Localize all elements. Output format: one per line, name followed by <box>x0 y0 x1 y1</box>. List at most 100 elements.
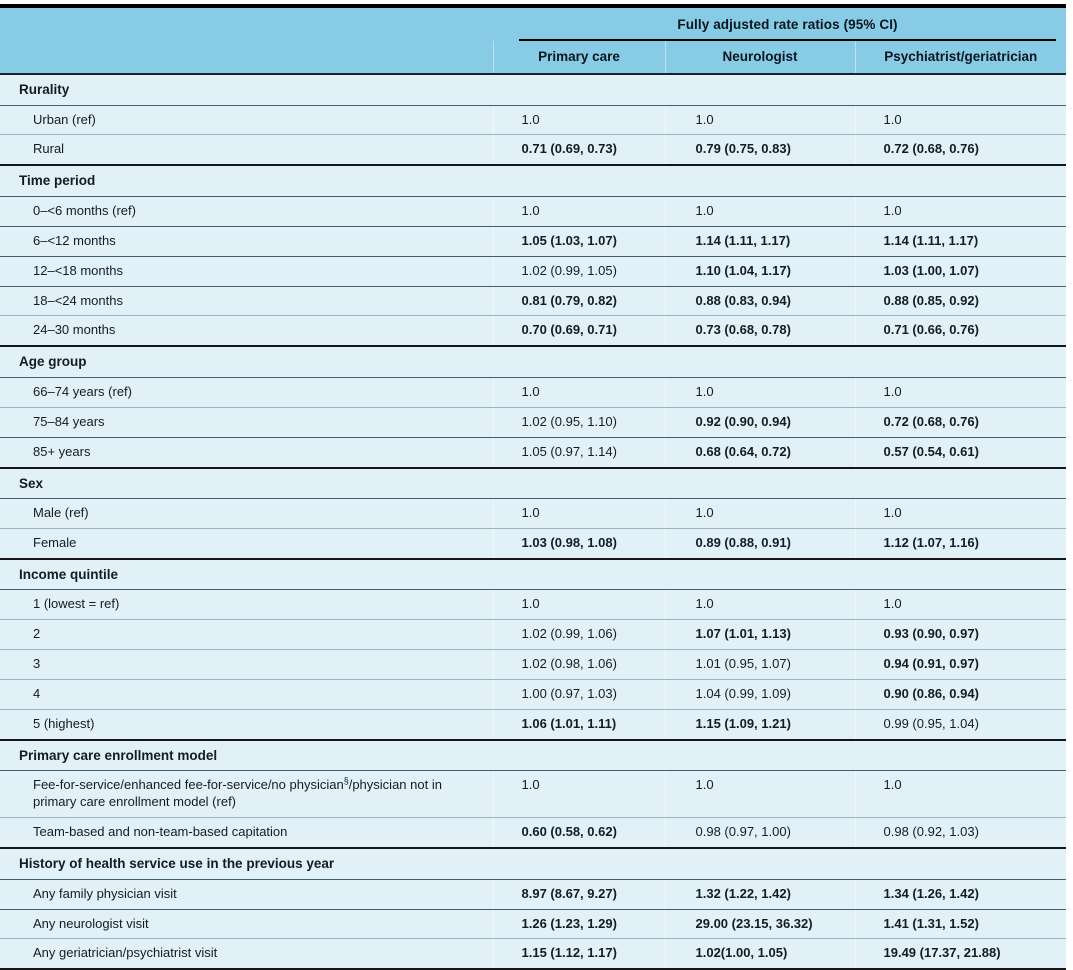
ratio-cell-neurologist: 1.0 <box>664 589 855 621</box>
ratio-cell-neurologist: 1.0 <box>664 196 855 227</box>
ratio-cell-primary-care: 1.0 <box>492 770 665 819</box>
row-label: Any geriatrician/psychiatrist visit <box>0 938 493 970</box>
table-row: 2 1.02 (0.99, 1.06) 1.07 (1.01, 1.13) 0.93 … <box>0 619 1066 651</box>
ratio-cell-primary-care: 1.02 (0.98, 1.06) <box>492 649 665 681</box>
table-row: 1 (lowest = ref) 1.0 1.0 1.0 <box>0 589 1066 621</box>
section-title: History of health service use in the pre… <box>0 848 1066 880</box>
ratio-cell-primary-care: 1.0 <box>492 105 665 136</box>
table-row: 24–30 months 0.70 (0.69, 0.71) 0.73 (0.68,… <box>0 315 1066 348</box>
ratio-cell-psychiatrist-geriatrician: 0.99 (0.95, 1.04) <box>854 709 1066 741</box>
ratio-cell-psychiatrist-geriatrician: 1.0 <box>854 105 1066 136</box>
ratio-cell-primary-care: 0.81 (0.79, 0.82) <box>492 286 665 317</box>
section-header-row: Income quintile <box>0 558 1066 591</box>
row-label: Rural <box>0 134 493 167</box>
ratio-cell-psychiatrist-geriatrician: 1.0 <box>854 377 1066 408</box>
ratio-cell-primary-care: 8.97 (8.67, 9.27) <box>492 879 665 910</box>
footnote-marker: § <box>343 776 349 787</box>
table-row: 66–74 years (ref) 1.0 1.0 1.0 <box>0 377 1066 408</box>
ratio-cell-primary-care: 1.00 (0.97, 1.03) <box>492 679 665 710</box>
ratio-cell-psychiatrist-geriatrician: 0.71 (0.66, 0.76) <box>854 315 1066 348</box>
section-title: Rurality <box>0 74 1066 106</box>
header-group-cell: Fully adjusted rate ratios (95% CI) <box>493 6 1066 41</box>
section-title: Income quintile <box>0 558 1066 591</box>
column-header-psychiatrist-geriatrician: Psychiatrist/geriatrician <box>854 41 1066 75</box>
ratio-cell-neurologist: 1.0 <box>664 770 855 819</box>
ratio-cell-neurologist: 1.10 (1.04, 1.17) <box>664 256 855 287</box>
header-columns-row: Primary care Neurologist Psychiatrist/ge… <box>0 41 1066 75</box>
section-title: Time period <box>0 165 1066 197</box>
table-row: Any neurologist visit 1.26 (1.23, 1.29) 29… <box>0 909 1066 940</box>
table-row: 0–<6 months (ref) 1.0 1.0 1.0 <box>0 196 1066 227</box>
ratio-cell-neurologist: 1.07 (1.01, 1.13) <box>664 619 855 651</box>
row-label: Team-based and non-team-based capitation <box>0 817 493 850</box>
ratio-cell-neurologist: 1.32 (1.22, 1.42) <box>664 879 855 910</box>
ratio-cell-psychiatrist-geriatrician: 1.0 <box>854 589 1066 621</box>
ratio-cell-primary-care: 1.0 <box>492 589 665 621</box>
row-label: Male (ref) <box>0 498 493 529</box>
table-row: Rural 0.71 (0.69, 0.73) 0.79 (0.75, 0.83) 0… <box>0 134 1066 167</box>
ratio-cell-neurologist: 1.01 (0.95, 1.07) <box>664 649 855 681</box>
ratio-cell-primary-care: 1.03 (0.98, 1.08) <box>492 528 665 560</box>
section-header-row: Age group <box>0 346 1066 378</box>
table-body: Rurality Urban (ref) 1.0 1.0 1.0 Rural 0.71 (0… <box>0 74 1066 970</box>
ratio-cell-neurologist: 1.0 <box>664 377 855 408</box>
column-header-primary-care: Primary care <box>492 41 665 75</box>
table-row: 4 1.00 (0.97, 1.03) 1.04 (0.99, 1.09) 0.90 … <box>0 679 1066 710</box>
table-row: 18–<24 months 0.81 (0.79, 0.82) 0.88 (0.83… <box>0 286 1066 317</box>
row-label: Urban (ref) <box>0 105 493 136</box>
ratio-cell-primary-care: 0.70 (0.69, 0.71) <box>492 315 665 348</box>
ratio-cell-primary-care: 0.71 (0.69, 0.73) <box>492 134 665 167</box>
row-label: Female <box>0 528 493 560</box>
ratio-cell-psychiatrist-geriatrician: 0.72 (0.68, 0.76) <box>854 407 1066 438</box>
section-header-row: Rurality <box>0 74 1066 106</box>
ratio-cell-neurologist: 0.89 (0.88, 0.91) <box>664 528 855 560</box>
ratio-cell-primary-care: 1.0 <box>492 196 665 227</box>
row-label: 1 (lowest = ref) <box>0 589 493 621</box>
ratio-cell-psychiatrist-geriatrician: 0.90 (0.86, 0.94) <box>854 679 1066 710</box>
header-stub-cell <box>0 6 493 41</box>
rate-ratios-table: Fully adjusted rate ratios (95% CI) Prim… <box>0 4 1066 970</box>
ratio-cell-psychiatrist-geriatrician: 1.12 (1.07, 1.16) <box>854 528 1066 560</box>
ratio-cell-psychiatrist-geriatrician: 0.88 (0.85, 0.92) <box>854 286 1066 317</box>
header-stub-cell <box>0 41 493 75</box>
ratio-cell-primary-care: 1.06 (1.01, 1.11) <box>492 709 665 741</box>
row-label: 24–30 months <box>0 315 493 348</box>
ratio-cell-primary-care: 0.60 (0.58, 0.62) <box>492 817 665 850</box>
ratio-cell-neurologist: 0.68 (0.64, 0.72) <box>664 437 855 469</box>
header-group-title: Fully adjusted rate ratios (95% CI) <box>519 17 1056 41</box>
ratio-cell-neurologist: 0.88 (0.83, 0.94) <box>664 286 855 317</box>
table-row: 6–<12 months 1.05 (1.03, 1.07) 1.14 (1.11,… <box>0 226 1066 257</box>
section-title: Primary care enrollment model <box>0 739 1066 772</box>
ratio-cell-primary-care: 1.26 (1.23, 1.29) <box>492 909 665 940</box>
ratio-cell-primary-care: 1.02 (0.95, 1.10) <box>492 407 665 438</box>
ratio-cell-neurologist: 0.73 (0.68, 0.78) <box>664 315 855 348</box>
ratio-cell-psychiatrist-geriatrician: 1.03 (1.00, 1.07) <box>854 256 1066 287</box>
ratio-cell-primary-care: 1.15 (1.12, 1.17) <box>492 938 665 970</box>
ratio-cell-primary-care: 1.05 (1.03, 1.07) <box>492 226 665 257</box>
table-row: Female 1.03 (0.98, 1.08) 0.89 (0.88, 0.91)… <box>0 528 1066 560</box>
section-header-row: History of health service use in the pre… <box>0 848 1066 880</box>
header-group-row: Fully adjusted rate ratios (95% CI) <box>0 6 1066 41</box>
ratio-cell-neurologist: 1.14 (1.11, 1.17) <box>664 226 855 257</box>
ratio-cell-neurologist: 1.02(1.00, 1.05) <box>664 938 855 970</box>
table-row: Male (ref) 1.0 1.0 1.0 <box>0 498 1066 529</box>
ratio-cell-psychiatrist-geriatrician: 1.0 <box>854 770 1066 819</box>
table-row: Team-based and non-team-based capitation… <box>0 817 1066 850</box>
section-title: Sex <box>0 467 1066 500</box>
row-label: 2 <box>0 619 493 651</box>
ratio-cell-neurologist: 1.15 (1.09, 1.21) <box>664 709 855 741</box>
table-row: 3 1.02 (0.98, 1.06) 1.01 (0.95, 1.07) 0.94 … <box>0 649 1066 681</box>
row-label: 3 <box>0 649 493 681</box>
row-label: Fee-for-service/enhanced fee-for-service… <box>0 770 493 819</box>
row-label: 66–74 years (ref) <box>0 377 493 408</box>
ratio-cell-psychiatrist-geriatrician: 0.98 (0.92, 1.03) <box>854 817 1066 850</box>
table-header: Fully adjusted rate ratios (95% CI) Prim… <box>0 6 1066 75</box>
row-label: 0–<6 months (ref) <box>0 196 493 227</box>
table-row: 5 (highest) 1.06 (1.01, 1.11) 1.15 (1.09, … <box>0 709 1066 741</box>
ratio-cell-neurologist: 1.0 <box>664 498 855 529</box>
ratio-cell-neurologist: 1.0 <box>664 105 855 136</box>
ratio-cell-primary-care: 1.05 (0.97, 1.14) <box>492 437 665 469</box>
ratio-cell-psychiatrist-geriatrician: 1.34 (1.26, 1.42) <box>854 879 1066 910</box>
column-header-neurologist: Neurologist <box>664 41 855 75</box>
ratio-cell-psychiatrist-geriatrician: 1.0 <box>854 196 1066 227</box>
